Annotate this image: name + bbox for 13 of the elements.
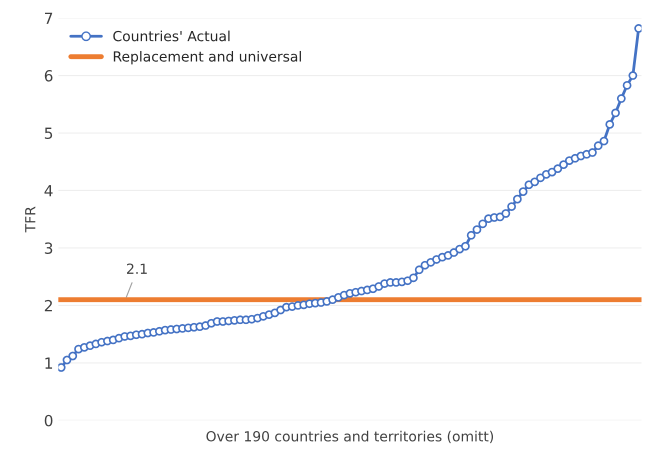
y-tick-label: 7	[44, 12, 52, 24]
y-tick-label: 0	[44, 414, 52, 426]
x-axis-title: Over 190 countries and territories (omitt)	[206, 430, 494, 444]
y-tick-label: 1	[45, 358, 52, 369]
y-tick-label: 4	[44, 185, 53, 196]
y-tick-label: 3	[44, 242, 52, 254]
y-tick-label: 2	[44, 300, 52, 312]
legend-label: Replacement and universal	[114, 50, 301, 64]
legend-label: Countries' Actual	[113, 30, 230, 42]
annotation: 2.1	[126, 264, 147, 274]
y-tick-label: 6	[44, 70, 52, 82]
y-axis-title: TFR	[25, 206, 36, 232]
y-tick-label: 5	[44, 128, 52, 140]
